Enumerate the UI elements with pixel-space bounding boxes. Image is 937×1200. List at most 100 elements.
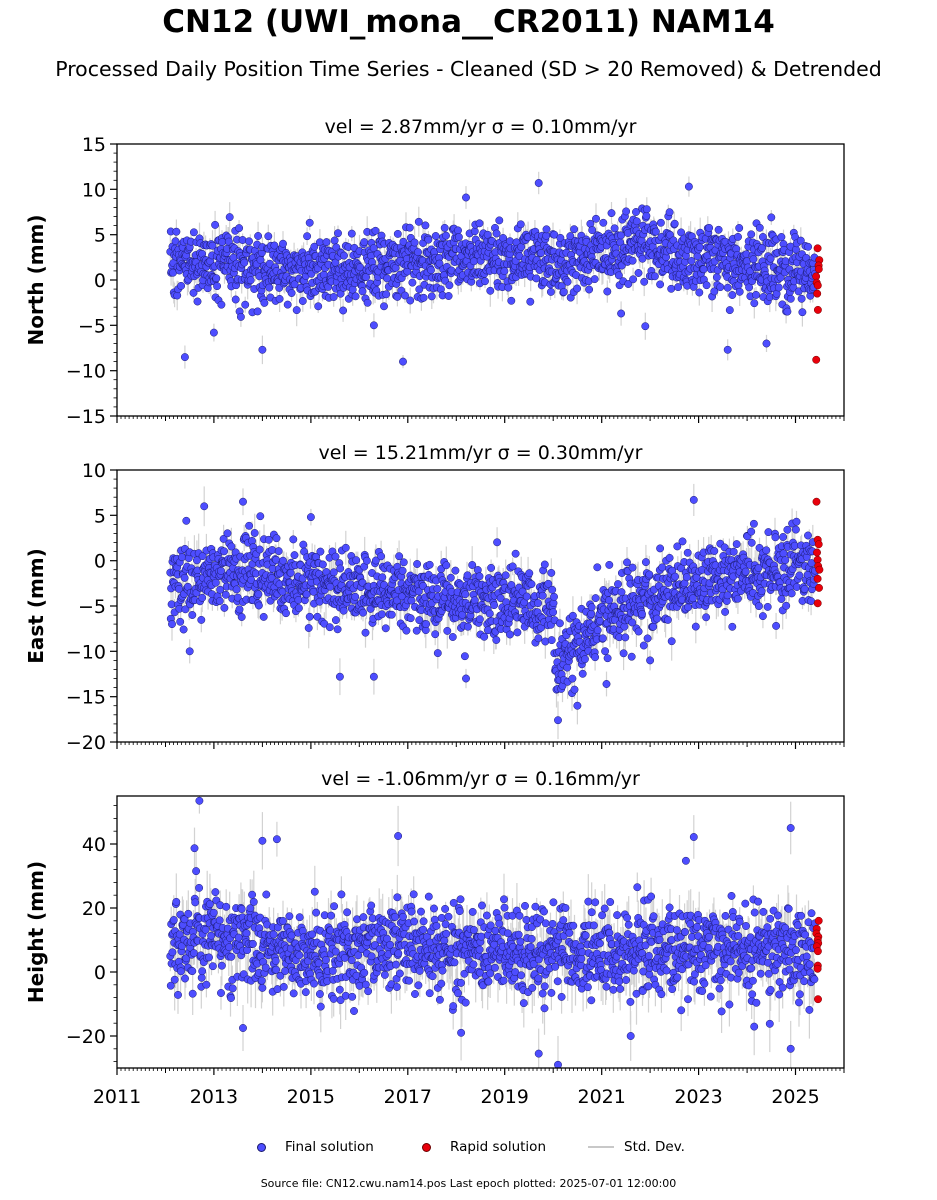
rapid-point [815, 565, 824, 574]
final-point [559, 287, 568, 296]
final-point [272, 534, 281, 543]
final-point [747, 527, 756, 536]
final-point [462, 674, 470, 683]
final-point [221, 590, 230, 599]
final-point [599, 218, 608, 227]
final-point [570, 225, 579, 234]
final-point [414, 587, 423, 596]
final-point [304, 624, 313, 632]
final-point [237, 613, 246, 621]
final-point [656, 218, 665, 227]
final-point [369, 321, 378, 330]
final-point [632, 208, 640, 216]
final-point [378, 573, 387, 582]
final-point [329, 293, 338, 301]
final-point [424, 235, 433, 244]
final-point [629, 275, 638, 284]
final-point [776, 273, 785, 282]
final-point [695, 288, 704, 297]
final-point [754, 602, 763, 611]
final-point [256, 512, 265, 521]
final-point [807, 559, 816, 568]
final-point [716, 283, 725, 292]
rapid-points [812, 244, 824, 364]
rapid-point [813, 599, 822, 608]
final-point [747, 230, 756, 239]
final-point [758, 612, 767, 621]
final-point [475, 219, 484, 228]
final-point [399, 357, 407, 366]
final-point [705, 223, 714, 232]
rapid-point [813, 574, 822, 583]
final-point [764, 528, 773, 537]
final-point [279, 239, 287, 248]
final-point [758, 243, 767, 252]
final-point [313, 612, 322, 621]
final-point [587, 609, 596, 618]
x-ticks [116, 416, 845, 423]
final-point [406, 614, 415, 623]
final-point [804, 242, 813, 251]
y-ticks [110, 143, 117, 417]
final-point [783, 525, 792, 534]
final-point [220, 547, 229, 556]
final-point [444, 292, 453, 300]
final-point [762, 546, 771, 555]
final-point [721, 607, 730, 616]
final-point [573, 701, 582, 710]
final-point [310, 242, 319, 251]
final-point [246, 276, 255, 285]
final-point [431, 232, 440, 240]
final-point [645, 570, 654, 579]
final-point [547, 568, 556, 577]
final-point [339, 606, 348, 615]
final-point [352, 556, 361, 565]
final-point [315, 597, 324, 606]
final-point [513, 628, 522, 637]
final-point [547, 636, 556, 645]
final-point [566, 232, 575, 241]
final-point [440, 223, 449, 232]
final-point [268, 546, 277, 554]
final-point [305, 218, 314, 227]
final-point [782, 601, 791, 610]
final-point [220, 603, 229, 612]
final-point [534, 634, 543, 643]
final-point [475, 572, 484, 581]
final-point [468, 561, 477, 569]
final-point [702, 613, 711, 622]
final-point [361, 628, 370, 637]
final-point [470, 227, 479, 236]
final-point [735, 287, 744, 296]
chart-panel-north: −15 −10 −5 0 5 10 15 vel = 2.87mm/yr σ = 0.10mm… [24, 116, 845, 428]
final-point [193, 297, 202, 306]
final-point [180, 573, 189, 582]
final-point [671, 572, 680, 581]
final-point [774, 283, 783, 292]
final-point [792, 583, 801, 591]
final-point [208, 241, 217, 250]
final-point [556, 233, 565, 242]
final-point [634, 269, 643, 277]
final-point [325, 623, 334, 632]
final-point [330, 236, 339, 245]
final-point [189, 228, 198, 237]
final-point [399, 237, 408, 246]
final-point [733, 594, 742, 603]
rapid-point [812, 497, 821, 506]
final-point [682, 573, 691, 582]
final-point [329, 568, 338, 577]
final-point [750, 299, 759, 308]
final-point [335, 672, 344, 681]
final-point [282, 609, 290, 618]
final-point [433, 584, 442, 593]
final-point [728, 622, 737, 631]
final-point [264, 232, 273, 241]
final-point [610, 224, 619, 233]
final-point [496, 594, 505, 603]
final-point [177, 281, 186, 290]
rapid-point [813, 305, 822, 314]
final-point [405, 223, 414, 232]
final-point [197, 615, 206, 624]
final-point [480, 632, 489, 641]
